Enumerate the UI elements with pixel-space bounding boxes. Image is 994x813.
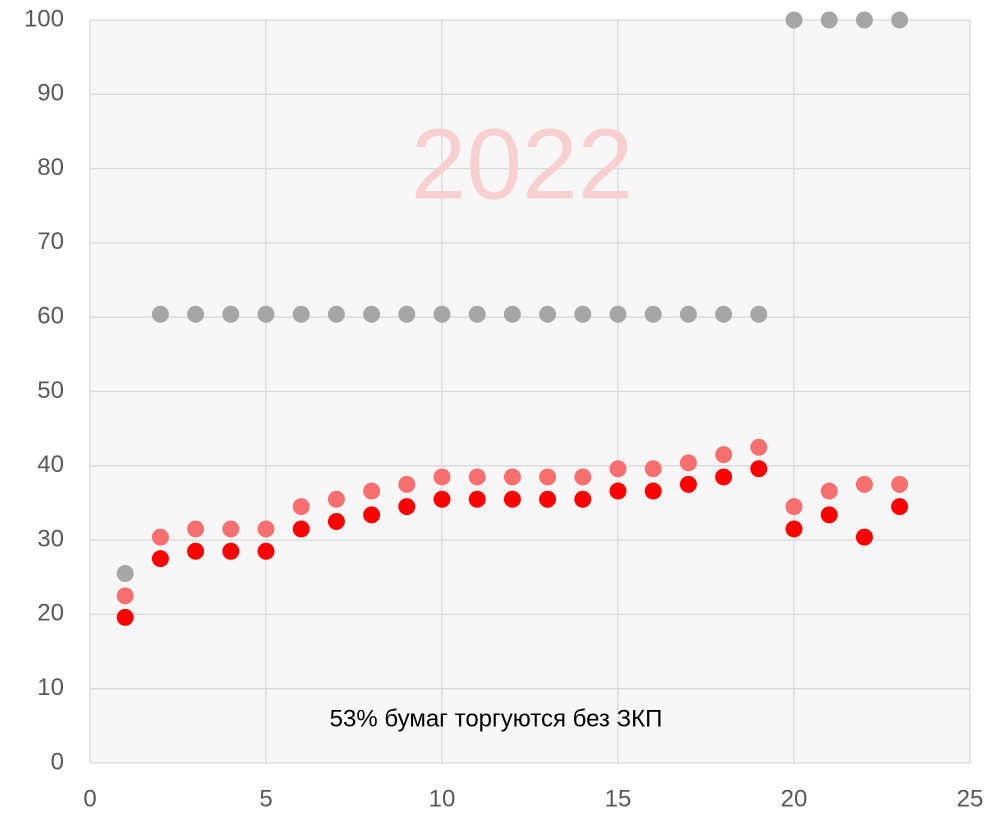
y-tick-label: 50: [37, 377, 64, 404]
point: [151, 528, 169, 546]
point: [750, 438, 768, 456]
point: [855, 11, 873, 29]
point: [503, 468, 521, 486]
y-tick-label: 0: [51, 748, 64, 775]
point: [327, 490, 345, 508]
point: [679, 475, 697, 493]
point: [222, 305, 240, 323]
x-tick-label: 25: [957, 785, 984, 812]
point: [891, 498, 909, 516]
point: [503, 490, 521, 508]
point: [257, 542, 275, 560]
y-tick-label: 60: [37, 303, 64, 330]
point: [855, 475, 873, 493]
x-tick-label: 20: [781, 785, 808, 812]
point: [539, 490, 557, 508]
point: [715, 468, 733, 486]
point: [503, 305, 521, 323]
point: [398, 305, 416, 323]
point: [609, 305, 627, 323]
point: [116, 587, 134, 605]
y-tick-label: 80: [37, 154, 64, 181]
point: [785, 11, 803, 29]
point: [292, 498, 310, 516]
y-tick-label: 70: [37, 228, 64, 255]
point: [468, 305, 486, 323]
point: [644, 305, 662, 323]
point: [855, 528, 873, 546]
y-tick-label: 30: [37, 525, 64, 552]
point: [715, 305, 733, 323]
point: [433, 468, 451, 486]
annotation: 53% бумаг торгуются без ЗКП: [330, 705, 663, 732]
point: [398, 475, 416, 493]
point: [363, 482, 381, 500]
point: [785, 520, 803, 538]
point: [715, 446, 733, 464]
point: [257, 520, 275, 538]
point: [539, 305, 557, 323]
point: [292, 305, 310, 323]
point: [891, 11, 909, 29]
point: [433, 305, 451, 323]
point: [327, 513, 345, 531]
point: [292, 520, 310, 538]
y-tick-label: 40: [37, 451, 64, 478]
point: [116, 608, 134, 626]
x-tick-label: 15: [605, 785, 632, 812]
point: [222, 542, 240, 560]
watermark: 2022: [411, 108, 633, 220]
point: [468, 468, 486, 486]
point: [539, 468, 557, 486]
point: [257, 305, 275, 323]
point: [574, 490, 592, 508]
point: [785, 498, 803, 516]
point: [363, 506, 381, 524]
point: [187, 520, 205, 538]
x-tick-label: 10: [429, 785, 456, 812]
point: [679, 305, 697, 323]
point: [468, 490, 486, 508]
point: [116, 565, 134, 583]
point: [644, 460, 662, 478]
point: [574, 305, 592, 323]
point: [187, 305, 205, 323]
point: [398, 498, 416, 516]
point: [433, 490, 451, 508]
y-tick-label: 10: [37, 674, 64, 701]
point: [820, 482, 838, 500]
point: [891, 475, 909, 493]
point: [679, 454, 697, 472]
point: [327, 305, 345, 323]
point: [609, 482, 627, 500]
point: [609, 460, 627, 478]
y-tick-label: 90: [37, 80, 64, 107]
point: [750, 305, 768, 323]
x-tick-label: 0: [83, 785, 96, 812]
y-tick-label: 100: [24, 5, 64, 32]
point: [222, 520, 240, 538]
point: [644, 482, 662, 500]
point: [187, 542, 205, 560]
point: [750, 460, 768, 478]
y-tick-label: 20: [37, 600, 64, 627]
x-tick-label: 5: [259, 785, 272, 812]
point: [574, 468, 592, 486]
point: [820, 506, 838, 524]
point: [151, 550, 169, 568]
point: [820, 11, 838, 29]
point: [363, 305, 381, 323]
point: [151, 305, 169, 323]
